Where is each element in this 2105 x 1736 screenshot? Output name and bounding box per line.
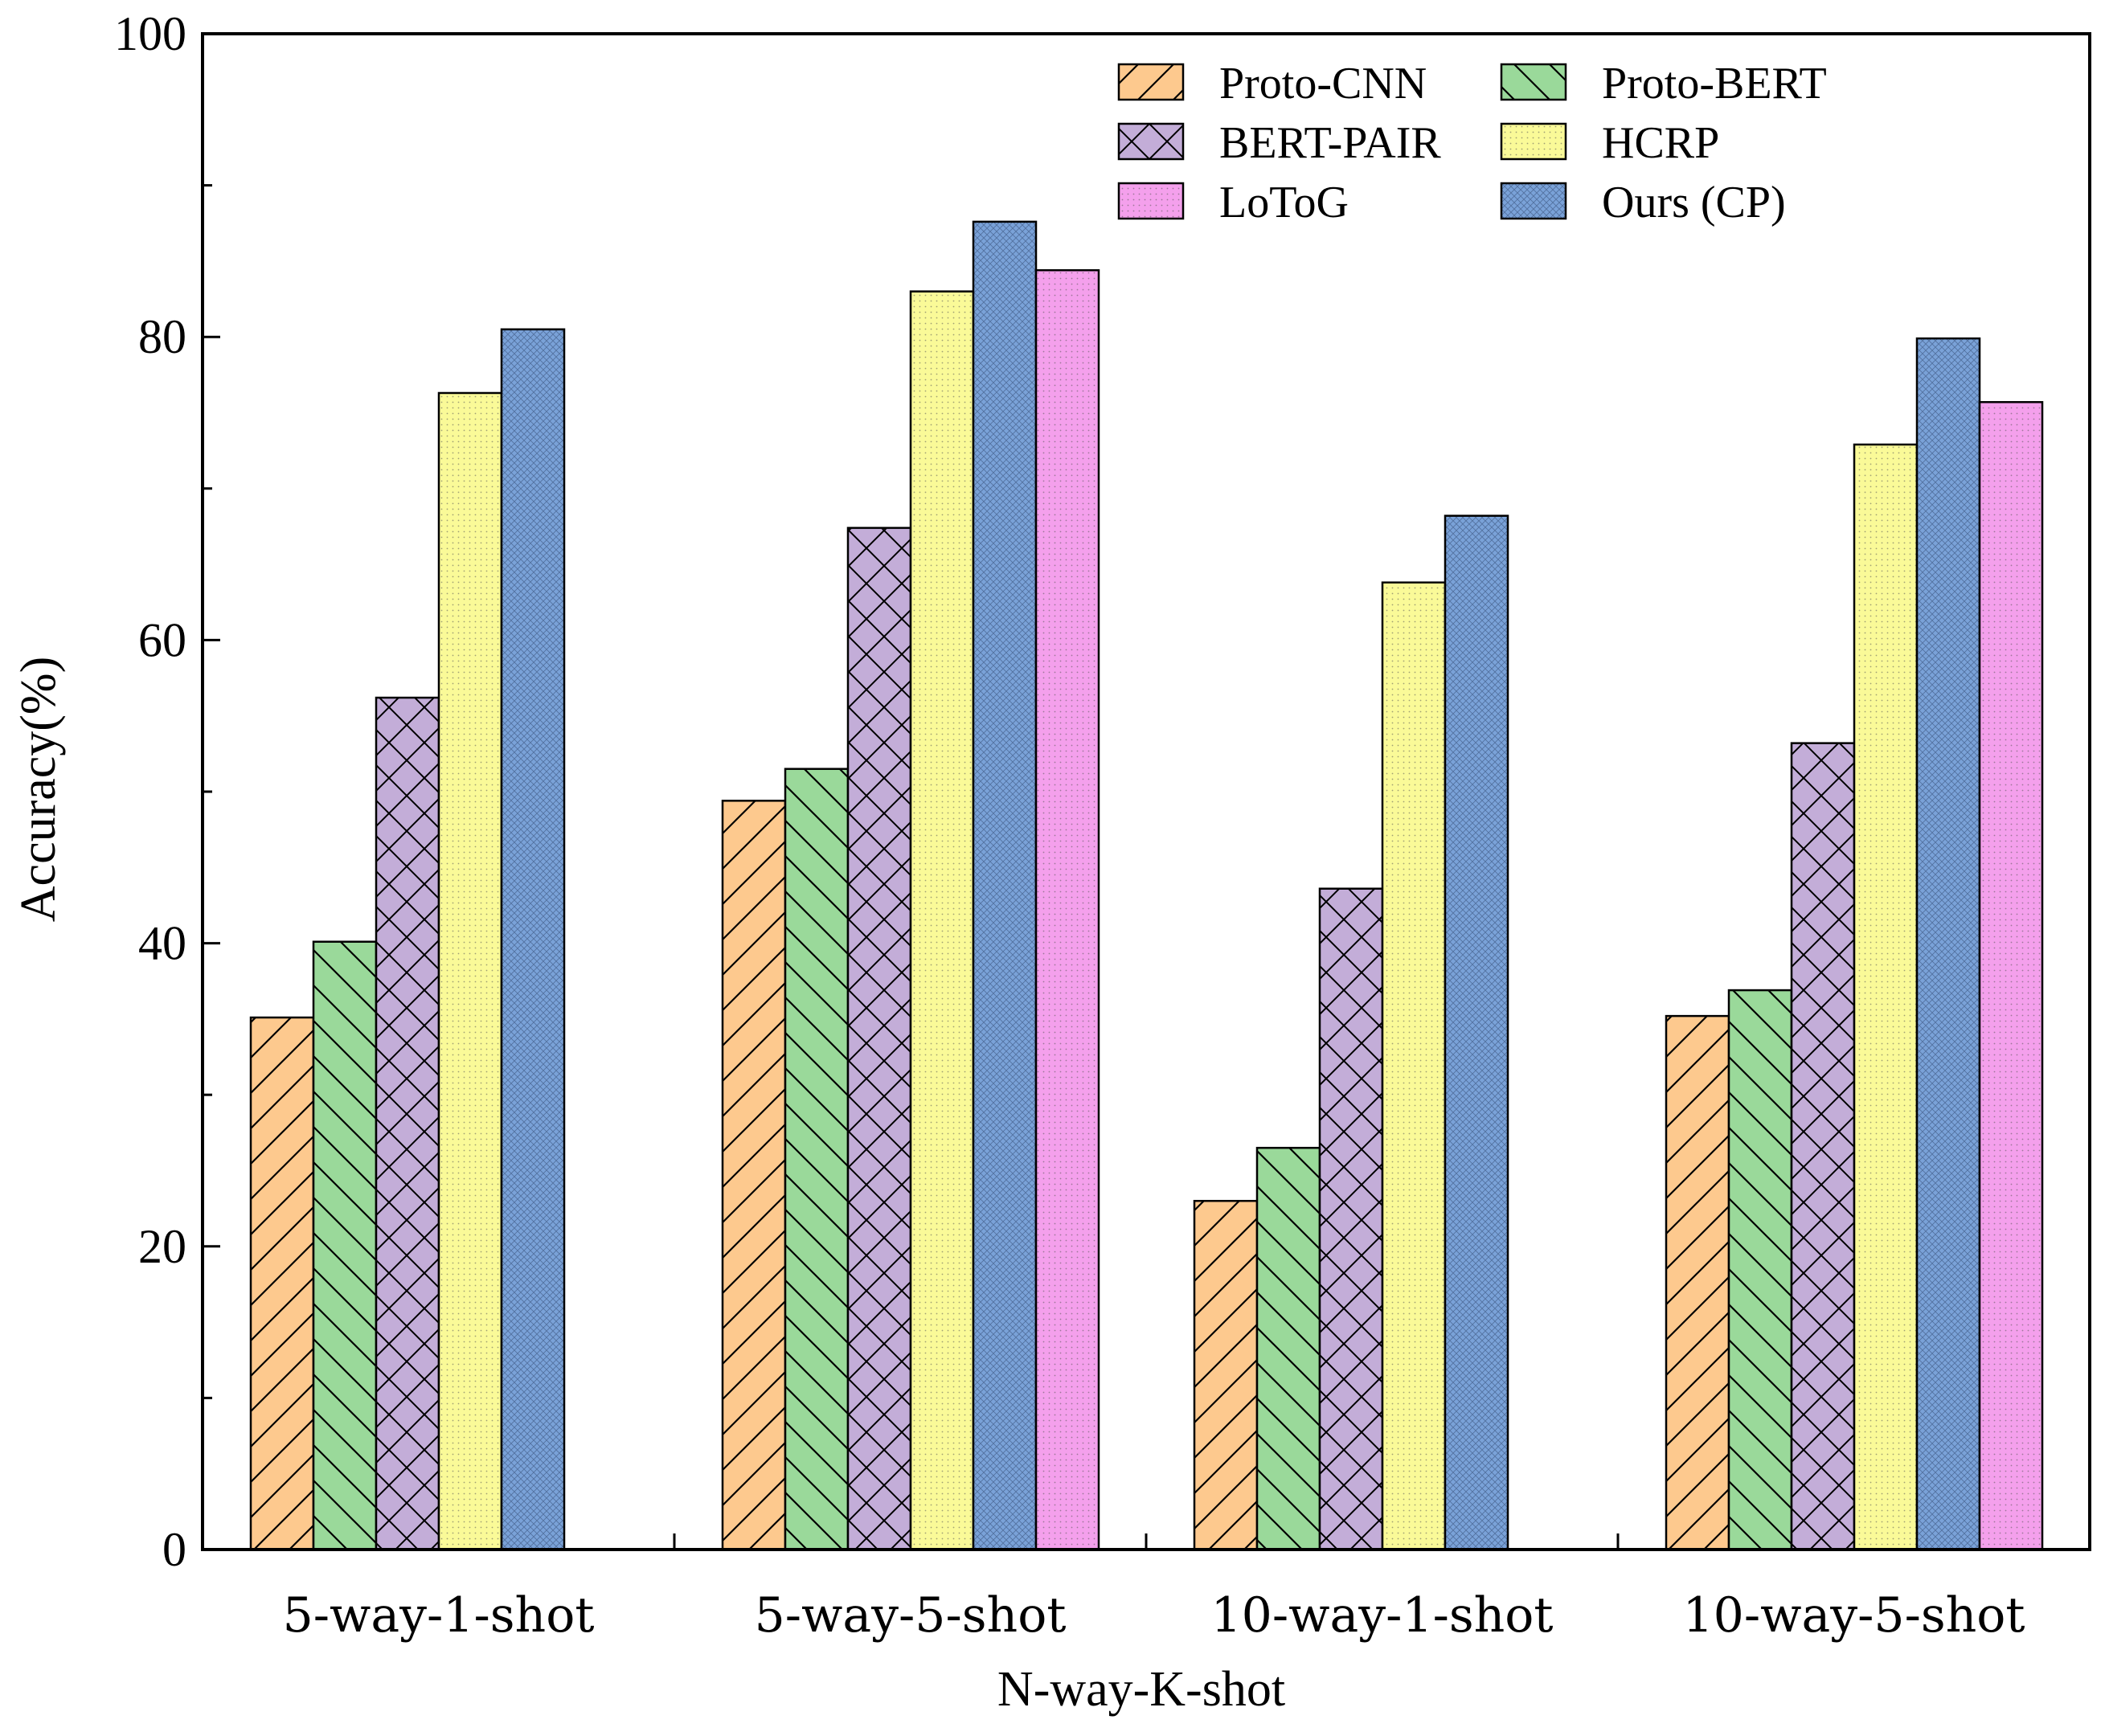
bar-pattern <box>1978 401 2044 1551</box>
x-tick-label-5-way-5-shot: 5-way-5-shot <box>755 1587 1067 1644</box>
legend-item-lotog: LoToG <box>1117 178 1349 227</box>
bar-pattern <box>784 768 850 1551</box>
plot-area: 5-way-1-shot 5-way-5-shot 10-way-1-shot 10-… <box>114 7 2091 1644</box>
bar-pattern <box>1034 268 1100 1551</box>
legend-swatch <box>1500 182 1567 220</box>
bar-proto-bert-10-way-5-shot <box>1727 989 1793 1551</box>
bar-pattern <box>721 800 787 1551</box>
bar-lotog-10-way-5-shot <box>1978 401 2044 1551</box>
legend-label: Proto-CNN <box>1219 59 1427 108</box>
legend-swatch <box>1117 122 1185 161</box>
legend-swatch <box>1117 182 1185 220</box>
bar-pattern <box>1853 443 1919 1551</box>
bar-pattern <box>500 328 566 1551</box>
bar-pattern <box>1727 989 1793 1551</box>
legend-item-bert-pair: BERT-PAIR <box>1117 118 1441 168</box>
y-tick-label: 80 <box>138 310 186 363</box>
bar-pattern <box>1665 1014 1730 1551</box>
legend-label: Proto-BERT <box>1602 59 1827 108</box>
bar-pattern <box>909 290 975 1551</box>
y-axis-title: Accuracy(%) <box>11 657 66 922</box>
legend-label: LoToG <box>1219 178 1349 227</box>
bar-bert-pair-10-way-1-shot <box>1318 887 1384 1551</box>
x-tick-label-10-way-5-shot: 10-way-5-shot <box>1682 1587 2025 1644</box>
legend-swatch <box>1500 63 1567 101</box>
y-tick-label: 100 <box>114 7 186 60</box>
bar-proto-bert-10-way-1-shot <box>1255 1146 1321 1551</box>
y-tick-label: 60 <box>138 613 186 666</box>
bar-pattern <box>312 940 378 1551</box>
legend-item-proto-cnn: Proto-CNN <box>1117 59 1427 108</box>
legend-label: HCRP <box>1602 118 1719 168</box>
bar-pattern <box>846 526 912 1551</box>
legend-swatch <box>1117 63 1185 101</box>
x-axis-title: N-way-K-shot <box>997 1662 1285 1717</box>
bar-pattern <box>1790 742 1856 1551</box>
bar-pattern <box>437 391 503 1551</box>
legend: Proto-CNN Proto-BERT BERT-PAIR HCRP LoToG Our… <box>1117 59 1827 227</box>
bar-ours-cp-5-way-5-shot <box>972 220 1038 1551</box>
bar-hcrp-5-way-5-shot <box>909 290 975 1551</box>
y-tick-label: 40 <box>138 917 186 970</box>
bar-proto-cnn-5-way-5-shot <box>721 800 787 1551</box>
bar-bert-pair-5-way-5-shot <box>846 526 912 1551</box>
x-tick-label-5-way-1-shot: 5-way-1-shot <box>283 1587 595 1644</box>
bar-pattern <box>1915 337 1981 1551</box>
bar-proto-bert-5-way-5-shot <box>784 768 850 1551</box>
bar-bert-pair-10-way-5-shot <box>1790 742 1856 1551</box>
axes-layer: 5-way-1-shot 5-way-5-shot 10-way-1-shot 10-… <box>114 7 2091 1644</box>
legend-label: BERT-PAIR <box>1219 118 1441 168</box>
legend-item-proto-bert: Proto-BERT <box>1500 59 1827 108</box>
bar-hcrp-10-way-1-shot <box>1381 581 1447 1551</box>
bar-pattern <box>249 1016 315 1551</box>
bar-proto-bert-5-way-1-shot <box>312 940 378 1551</box>
bar-bert-pair-5-way-1-shot <box>375 696 440 1551</box>
bar-pattern <box>1255 1146 1321 1551</box>
bar-pattern <box>1381 581 1447 1551</box>
bar-lotog-5-way-5-shot <box>1034 268 1100 1551</box>
bar-proto-cnn-5-way-1-shot <box>249 1016 315 1551</box>
bar-pattern <box>1444 514 1509 1551</box>
bar-hcrp-10-way-5-shot <box>1853 443 1919 1551</box>
bar-ours-cp-5-way-1-shot <box>500 328 566 1551</box>
legend-item-hcrp: HCRP <box>1500 118 1719 168</box>
bar-ours-cp-10-way-1-shot <box>1444 514 1509 1551</box>
bar-pattern <box>1318 887 1384 1551</box>
legend-swatch <box>1500 122 1567 161</box>
y-tick-label: 20 <box>138 1220 186 1273</box>
bar-proto-cnn-10-way-1-shot <box>1193 1199 1259 1551</box>
bar-hcrp-5-way-1-shot <box>437 391 503 1551</box>
bar-pattern <box>972 220 1038 1551</box>
bar-ours-cp-10-way-5-shot <box>1915 337 1981 1551</box>
bar-pattern <box>375 696 440 1551</box>
bars-layer <box>249 220 2044 1551</box>
x-tick-label-10-way-1-shot: 10-way-1-shot <box>1210 1587 1553 1644</box>
legend-item-ours-cp: Ours (CP) <box>1500 178 1786 227</box>
legend-label: Ours (CP) <box>1602 178 1786 227</box>
bar-pattern <box>1193 1199 1259 1551</box>
y-tick-label: 0 <box>162 1523 186 1576</box>
bar-proto-cnn-10-way-5-shot <box>1665 1014 1730 1551</box>
